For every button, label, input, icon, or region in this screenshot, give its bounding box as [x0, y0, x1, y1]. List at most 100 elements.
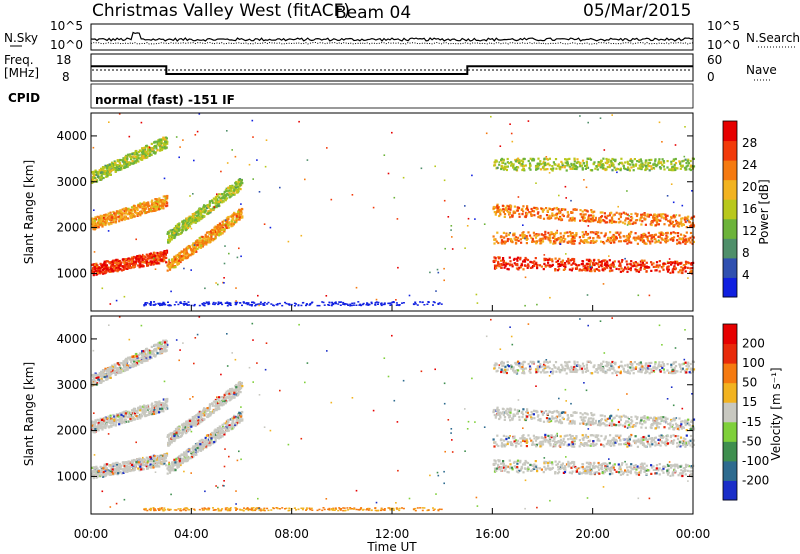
power-data-point: [217, 224, 220, 227]
power-data-point: [227, 186, 230, 189]
power-data-point: [561, 213, 564, 216]
power-data-point: [155, 145, 158, 148]
velocity-data-point: [105, 463, 108, 466]
power-data-point: [104, 164, 107, 167]
power-data-point: [207, 211, 210, 215]
power-data-point: [130, 162, 133, 165]
power-data-point: [170, 231, 173, 234]
power-data-point: [306, 159, 309, 161]
power-data-point: [183, 267, 185, 270]
power-data-point: [135, 149, 138, 153]
power-data-point: [206, 302, 209, 304]
power-data-point: [229, 303, 231, 306]
power-data-point: [655, 165, 658, 168]
power-data-point: [102, 264, 105, 267]
velocity-data-point: [102, 471, 105, 474]
power-data-point: [586, 241, 589, 244]
power-data-point: [648, 213, 651, 216]
power-data-point: [680, 266, 683, 269]
power-data-point: [230, 193, 233, 196]
power-data-point: [511, 214, 514, 217]
power-data-point: [686, 219, 689, 222]
power-data-point: [194, 243, 197, 246]
power-data-point: [635, 265, 638, 268]
power-data-point: [606, 214, 609, 217]
power-data-point: [114, 261, 117, 265]
power-data-point: [561, 166, 564, 169]
velocity-data-point: [100, 474, 103, 477]
power-data-point: [163, 203, 166, 206]
power-data-point: [193, 244, 196, 246]
power-data-point: [590, 240, 593, 243]
power-data-point: [604, 221, 607, 224]
power-data-point: [513, 232, 516, 235]
power-data-point: [549, 208, 552, 211]
power-data-point: [236, 189, 240, 192]
power-data-point: [590, 209, 593, 212]
power-data-point: [109, 262, 112, 265]
power-data-point: [638, 167, 641, 170]
power-data-point: [122, 268, 125, 271]
power-data-point: [683, 239, 686, 242]
power-data-point: [504, 261, 507, 264]
power-data-point: [573, 163, 576, 166]
power-data-point: [194, 245, 198, 248]
power-data-point: [650, 263, 654, 266]
power-data-point: [192, 193, 194, 195]
power-data-point: [525, 258, 528, 261]
power-data-point: [691, 239, 694, 242]
power-data-point: [437, 303, 440, 305]
power-data-point: [177, 223, 180, 226]
power-data-point: [588, 220, 591, 223]
power-data-point: [212, 301, 215, 304]
velocity-data-point: [91, 472, 94, 475]
power-data-point: [598, 260, 601, 264]
power-data-point: [165, 249, 169, 252]
power-data-point: [527, 263, 530, 266]
power-data-point: [619, 231, 622, 234]
power-data-point: [142, 253, 144, 256]
power-data-point: [581, 240, 584, 243]
power-data-point: [161, 206, 164, 210]
power-data-point: [551, 165, 554, 168]
power-data-point: [132, 260, 135, 263]
power-data-point: [547, 261, 550, 264]
power-data-point: [144, 258, 147, 261]
velocity-data-point: [122, 471, 125, 474]
power-data-point: [580, 213, 583, 216]
power-data-point: [216, 195, 219, 198]
power-data-point: [168, 240, 172, 243]
power-data-point: [547, 231, 550, 234]
power-data-point: [627, 237, 630, 240]
power-data-point: [666, 266, 669, 269]
power-data-point: [606, 159, 609, 162]
power-data-point: [210, 232, 213, 235]
power-data-point: [639, 239, 642, 242]
power-data-point: [546, 264, 549, 267]
power-data-point: [224, 194, 227, 197]
power-data-point: [604, 161, 607, 164]
power-data-point: [602, 157, 605, 160]
power-data-point: [516, 236, 520, 239]
power-data-point: [191, 244, 194, 247]
power-data-point: [516, 206, 519, 209]
power-data-point: [228, 193, 231, 196]
power-data-point: [567, 257, 570, 260]
power-data-point: [545, 156, 548, 158]
power-data-point: [684, 166, 687, 169]
power-data-point: [223, 196, 226, 200]
power-data-point: [147, 262, 150, 266]
velocity-data-point: [130, 463, 134, 466]
power-data-point: [192, 249, 195, 252]
power-data-point: [603, 212, 606, 215]
power-data-point: [159, 145, 162, 148]
power-data-point: [238, 187, 241, 190]
power-data-point: [564, 208, 567, 211]
velocity-data-point: [226, 422, 229, 425]
power-data-point: [590, 268, 593, 271]
power-data-point: [500, 157, 504, 160]
power-data-point: [174, 234, 177, 237]
power-data-point: [565, 197, 567, 199]
power-data-point: [674, 262, 677, 265]
power-data-point: [689, 231, 693, 235]
